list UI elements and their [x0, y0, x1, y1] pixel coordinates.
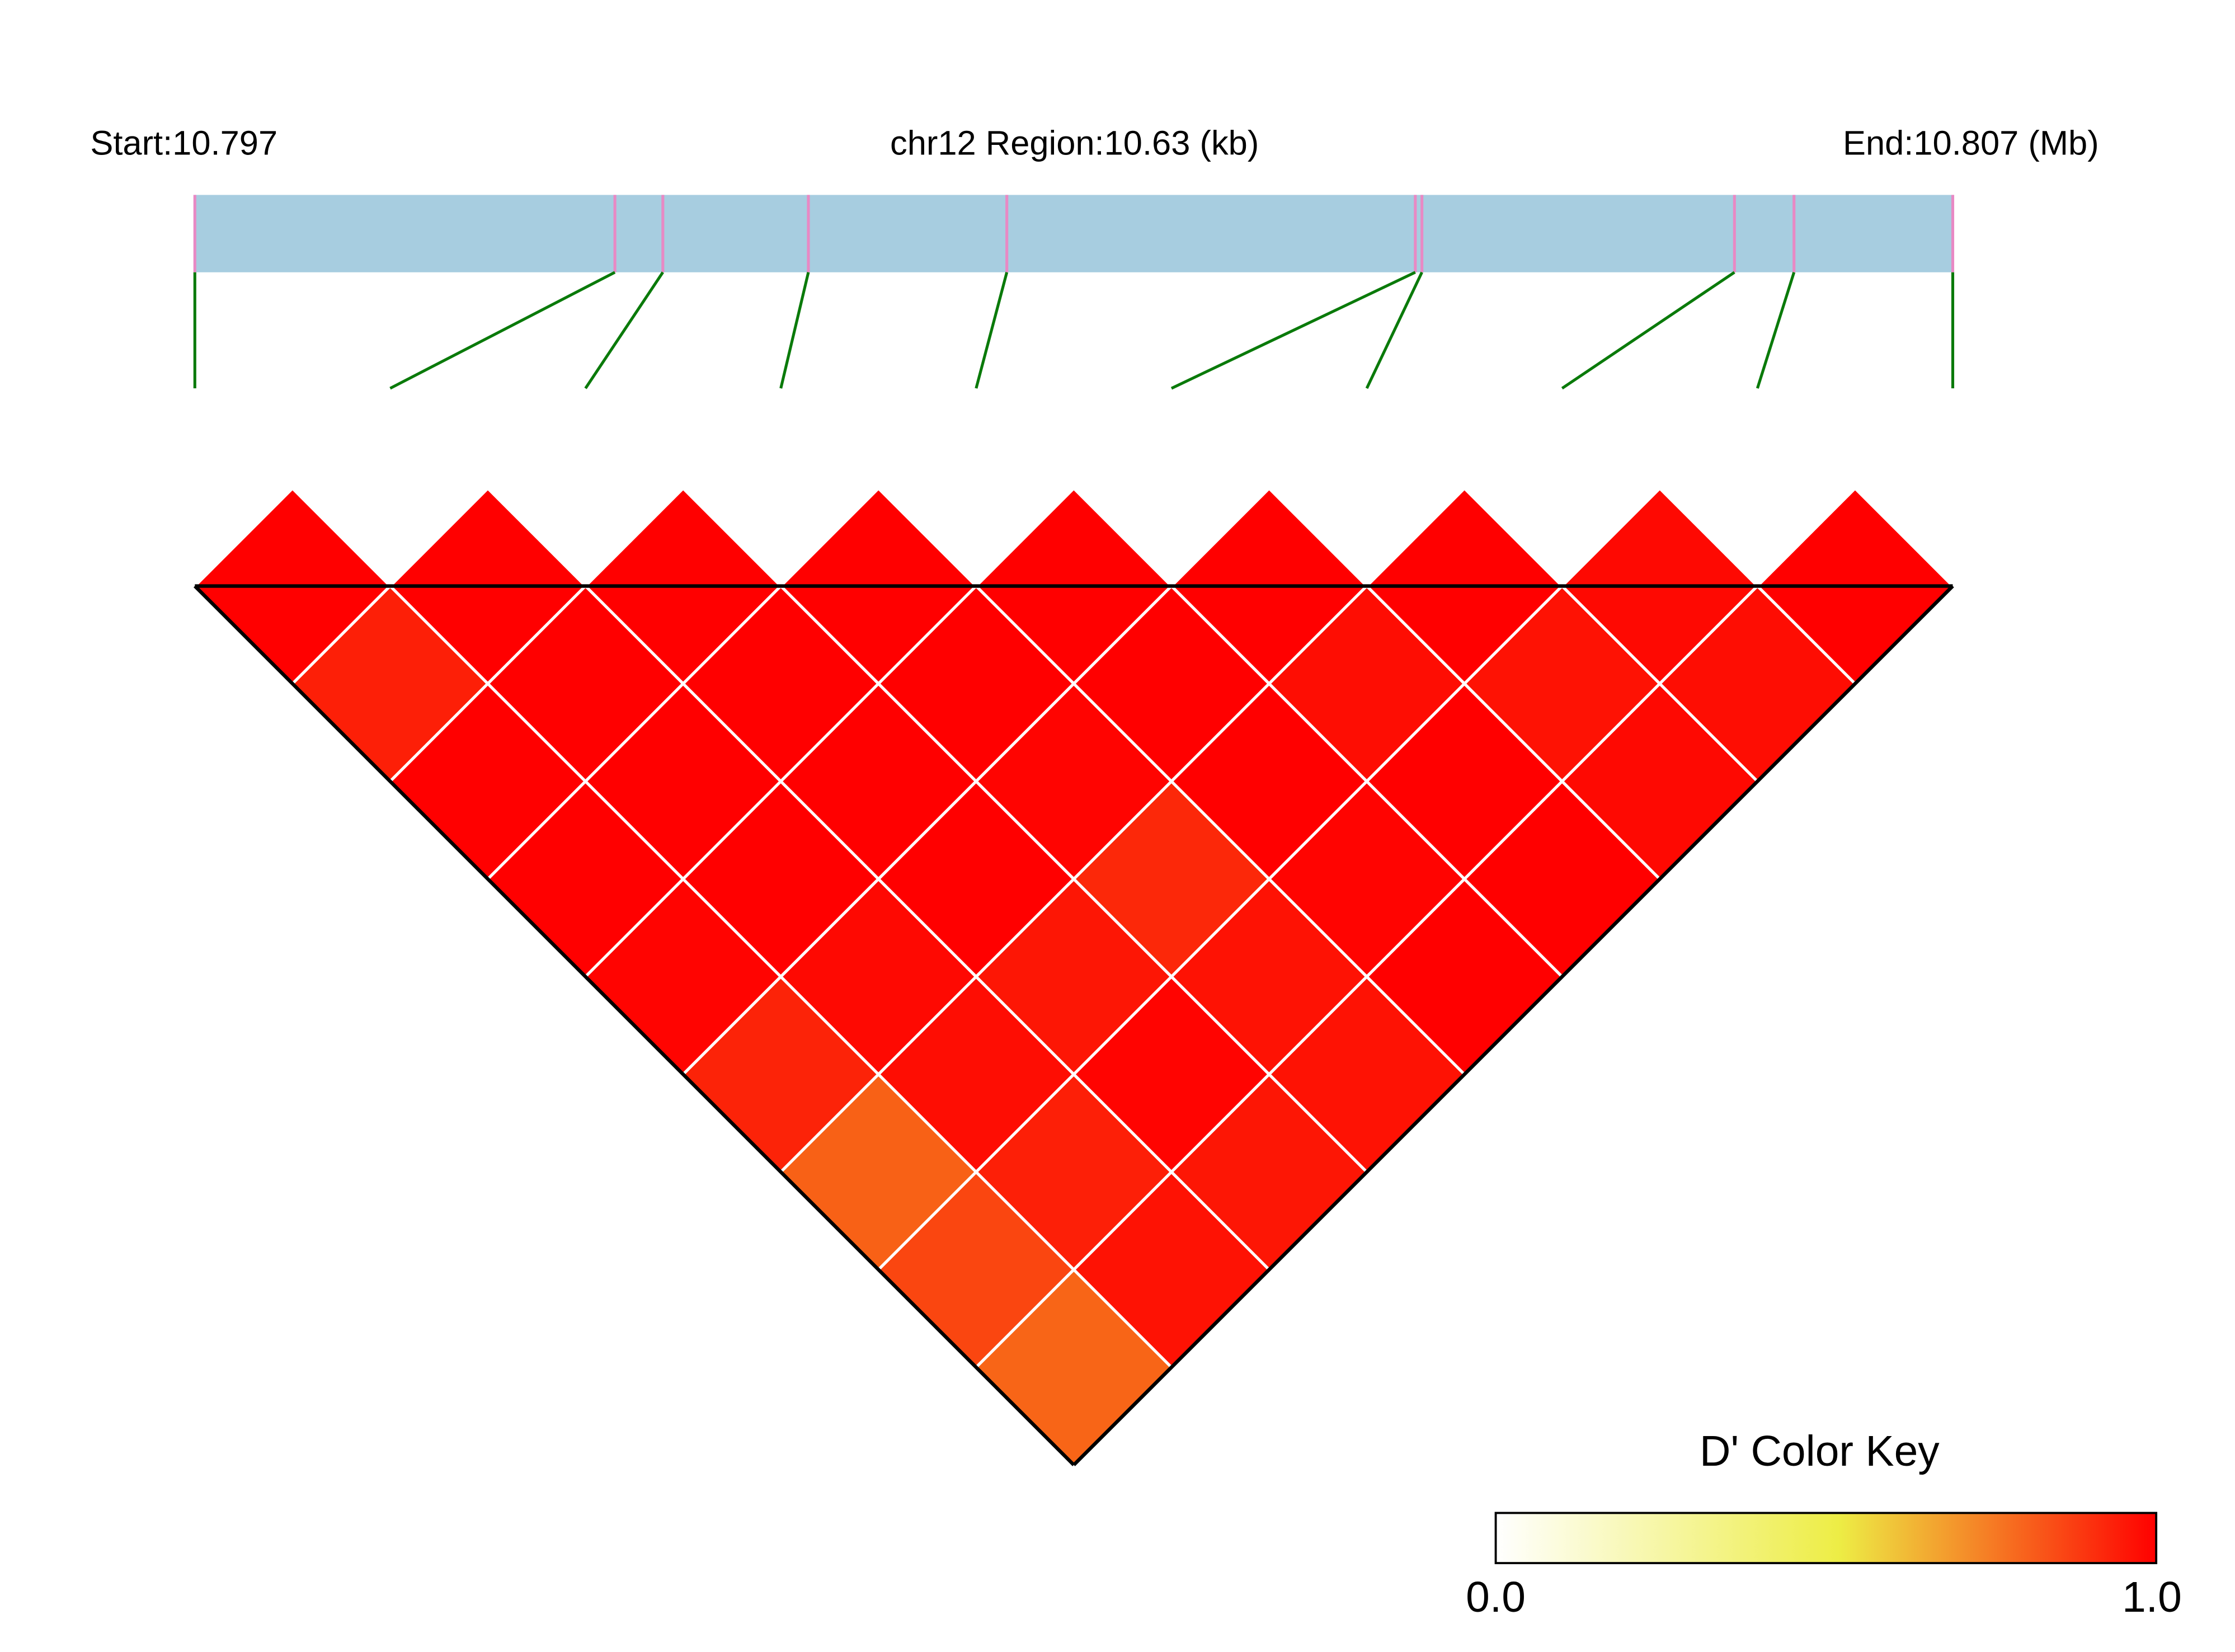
ld-outline	[194, 584, 1954, 1466]
snp-connector-line	[779, 272, 810, 389]
snp-connector-line	[1170, 271, 1416, 390]
color-key-max-label: 1.0	[2122, 1573, 2182, 1621]
snp-connector-line	[389, 271, 616, 390]
ld-left-edge	[194, 585, 1075, 1466]
start-label: Start:10.797	[90, 124, 277, 163]
snp-connector-line	[584, 271, 664, 389]
color-key-bar	[1494, 1512, 2158, 1565]
end-label: End:10.807 (Mb)	[1843, 124, 2099, 163]
snp-connector-line	[975, 272, 1009, 389]
ld-right-edge	[1072, 585, 1954, 1466]
snp-connector-line	[1756, 271, 1796, 389]
ld-cell-group	[192, 486, 1955, 1467]
chromosome-region-track	[195, 195, 1953, 272]
color-key-title: D' Color Key	[1700, 1427, 1940, 1475]
region-label: chr12 Region:10.63 (kb)	[890, 124, 1259, 163]
snp-connector-line	[1561, 271, 1735, 390]
snp-tick-group	[193, 195, 1955, 272]
snp-connector-group	[193, 271, 1955, 390]
snp-connector-line	[1365, 271, 1423, 389]
color-key-min-label: 0.0	[1466, 1573, 1526, 1621]
